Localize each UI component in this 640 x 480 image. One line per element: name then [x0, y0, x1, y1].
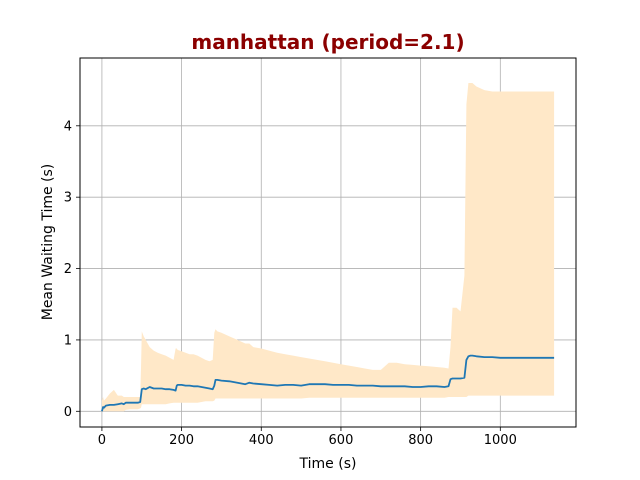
chart-title: manhattan (period=2.1)	[191, 30, 464, 54]
x-axis-label: Time (s)	[299, 456, 357, 472]
y-tick-label: 1	[64, 333, 72, 348]
x-tick-label: 1000	[484, 433, 517, 448]
confidence-band	[101, 83, 555, 412]
x-tick-label: 600	[329, 433, 354, 448]
x-tick-label: 800	[408, 433, 433, 448]
ticks: 0 200 400 600 800 1000 0 1 2 3 4	[64, 119, 517, 448]
x-tick-label: 0	[98, 433, 106, 448]
y-tick-label: 2	[64, 262, 72, 277]
x-tick-label: 200	[169, 433, 194, 448]
y-tick-label: 3	[64, 191, 72, 206]
y-axis-label: Mean Waiting Time (s)	[40, 164, 56, 321]
x-tick-label: 400	[249, 433, 274, 448]
y-tick-label: 0	[64, 405, 72, 420]
y-tick-label: 4	[64, 119, 72, 134]
plot-frame	[79, 57, 577, 428]
series-line	[101, 354, 555, 412]
